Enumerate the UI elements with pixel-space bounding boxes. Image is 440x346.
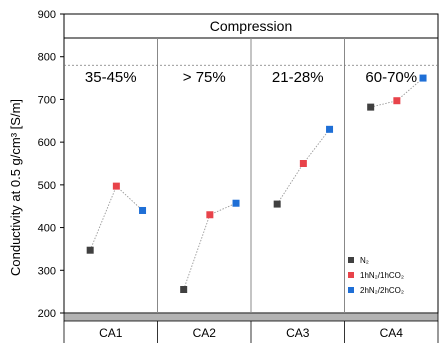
y-tick-label: 700 (38, 94, 56, 106)
legend-marker (348, 287, 354, 293)
y-tick-label: 300 (38, 265, 56, 277)
y-tick-label: 500 (38, 180, 56, 192)
legend-label: N₂ (360, 256, 369, 265)
legend-marker (348, 257, 354, 263)
legend-marker (348, 272, 354, 278)
data-point-ca2-series-1 (180, 286, 188, 294)
y-tick-label: 800 (38, 52, 56, 64)
y-axis-label: Conductivity at 0.5 g/cm³ [S/m] (8, 99, 23, 276)
data-point-ca3-series-2 (299, 160, 307, 167)
category-label: CA2 (193, 326, 217, 340)
y-tick-label: 200 (38, 308, 56, 320)
category-label: CA1 (99, 326, 123, 340)
panel-label: 21-28% (272, 69, 324, 86)
y-tick-label: 600 (38, 137, 56, 149)
panel-label: > 75% (183, 69, 226, 86)
data-point-ca3-series-3 (326, 125, 334, 133)
legend-label: 2hN₂/2hCO₂ (360, 286, 404, 295)
data-point-ca1-series-3 (139, 206, 147, 214)
data-point-ca4-series-3 (419, 74, 427, 82)
data-point-ca3-series-1 (273, 200, 281, 208)
category-label: CA4 (380, 326, 404, 340)
panel-label: 35-45% (85, 69, 137, 86)
data-point-ca4-series-1 (367, 103, 375, 111)
data-point-ca2-series-2 (206, 211, 214, 219)
data-point-ca4-series-2 (393, 97, 401, 105)
connector-line (89, 185, 143, 251)
y-tick-label: 400 (38, 223, 56, 235)
category-band (63, 312, 439, 322)
data-point-ca2-series-3 (232, 199, 240, 207)
data-point-ca1-series-1 (86, 246, 94, 254)
y-tick-label: 900 (38, 9, 56, 21)
legend-label: 1hN₂/1hCO₂ (360, 271, 404, 280)
panel-label: 60-70% (365, 69, 417, 86)
chart-title: Compression (210, 18, 292, 34)
data-point-ca1-series-2 (112, 182, 120, 190)
category-label: CA3 (286, 326, 310, 340)
